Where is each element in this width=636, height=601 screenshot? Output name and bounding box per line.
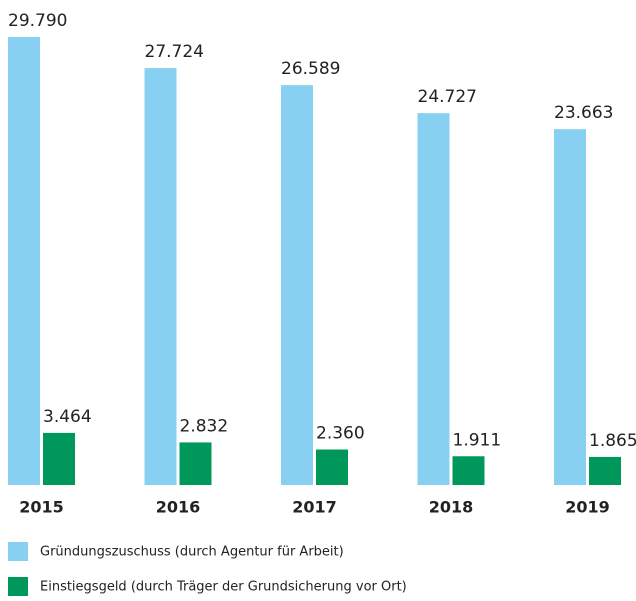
value-label: 26.589 — [281, 59, 340, 79]
bar — [554, 129, 586, 485]
value-label: 24.727 — [418, 87, 477, 107]
x-tick-label: 2016 — [156, 498, 201, 517]
bar — [8, 37, 40, 485]
value-label: 3.464 — [43, 407, 92, 427]
x-tick-label: 2017 — [292, 498, 337, 517]
legend-label: Einstiegsgeld (durch Träger der Grundsic… — [40, 580, 407, 595]
value-label: 2.360 — [316, 424, 365, 444]
bar — [281, 85, 313, 485]
value-label: 1.911 — [453, 430, 502, 450]
bar — [144, 68, 177, 485]
bar — [43, 432, 75, 485]
value-label: 29.790 — [8, 11, 67, 31]
legend-label: Gründungszuschuss (durch Agentur für Arb… — [40, 545, 344, 560]
bar — [589, 456, 621, 485]
bar — [452, 456, 485, 485]
x-tick-label: 2015 — [19, 498, 64, 517]
value-label: 1.865 — [589, 431, 636, 451]
bar — [179, 442, 212, 485]
bar — [316, 449, 348, 485]
legend-swatch — [8, 577, 28, 596]
value-label: 2.832 — [180, 416, 229, 436]
x-tick-label: 2019 — [565, 498, 610, 517]
value-label: 27.724 — [145, 42, 204, 62]
value-label: 23.663 — [554, 103, 613, 123]
bar — [417, 113, 450, 486]
x-tick-label: 2018 — [429, 498, 474, 517]
legend-swatch — [8, 542, 28, 561]
